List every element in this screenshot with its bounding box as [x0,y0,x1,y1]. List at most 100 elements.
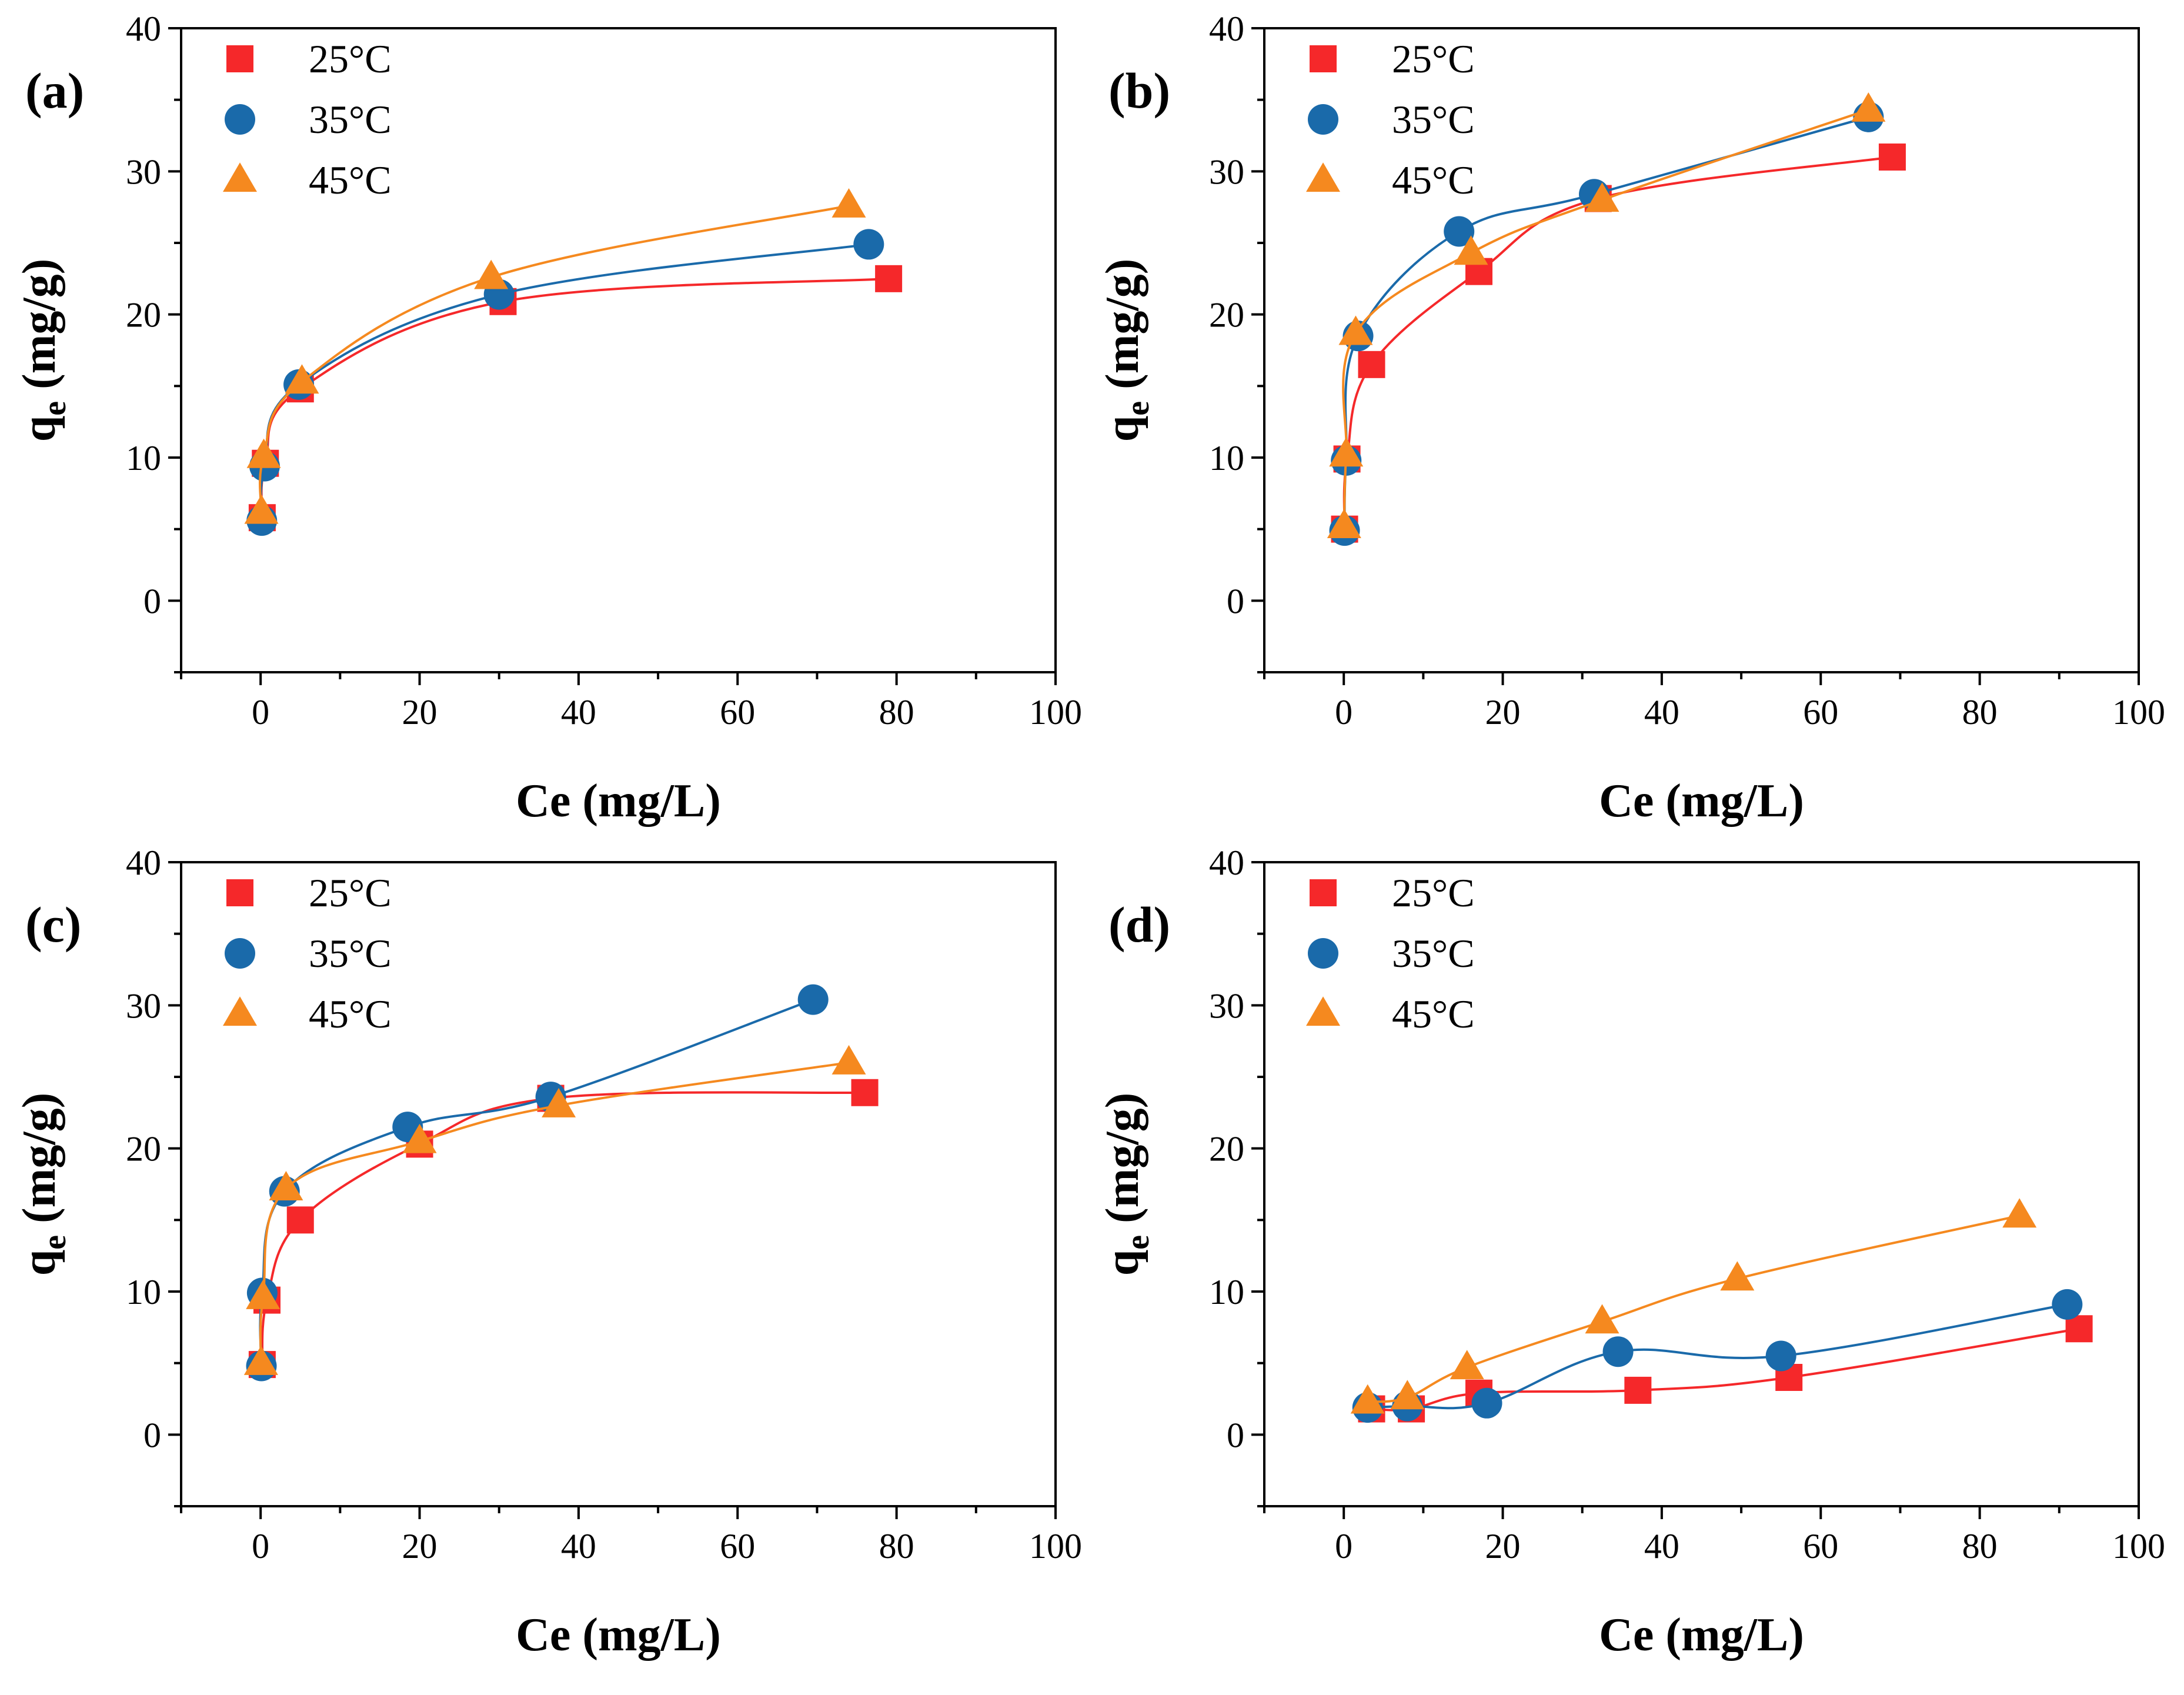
legend-marker [223,996,257,1026]
data-point [1390,1380,1425,1410]
y-tick-label: 30 [126,986,161,1025]
y-tick-label: 40 [1209,9,1244,48]
legend-label: 35°C [1392,97,1475,142]
fit-line [259,243,869,521]
x-tick-label: 60 [1803,1527,1838,1566]
x-tick-label: 80 [879,1527,914,1566]
y-tick-label: 40 [126,843,161,882]
y-axis-title-unit: (mg/g) [14,1093,65,1235]
legend-label: 25°C [1392,870,1475,915]
series-35C [1352,1289,2083,1423]
data-point [1350,1384,1385,1414]
data-point [1878,144,1906,171]
fit-line [259,998,814,1366]
series-45C [1350,1198,2037,1414]
legend-marker [1310,879,1337,906]
data-point [831,1045,866,1075]
legend-label: 45°C [309,158,392,202]
x-tick-label: 40 [561,1527,596,1566]
y-axis-title: qe (mg/g) [14,1093,73,1276]
panel-label: (a) [25,62,84,119]
legend: 25°C 35°C 45°C [223,870,392,1036]
legend: 25°C 35°C 45°C [1306,36,1475,202]
x-tick-label: 60 [720,1527,755,1566]
series-25C [1331,144,1906,543]
plot-frame [180,861,1057,1507]
x-tick-label: 60 [720,693,755,732]
x-tick-label: 80 [1962,693,1998,732]
y-tick-label: 0 [1227,1416,1244,1454]
x-axis-title: Ce (mg/L) [516,775,721,827]
data-point [246,438,281,468]
x-axis-title: Ce (mg/L) [1599,1609,1804,1661]
plot-frame [180,27,1057,673]
data-point [474,259,509,289]
legend-label: 35°C [1392,931,1475,976]
y-tick-label: 30 [126,152,161,191]
plot-frame [1263,861,2140,1507]
data-point [1358,351,1385,378]
data-point [2052,1289,2083,1320]
legend-marker [225,104,255,135]
data-point [1454,235,1488,265]
data-point [1765,1340,1796,1372]
y-axis-title-unit: (mg/g) [1097,1093,1148,1235]
data-point [1329,437,1364,467]
y-tick-label: 10 [126,1273,161,1312]
y-axis-title: qe (mg/g) [1097,259,1156,442]
legend-label: 25°C [1392,36,1475,81]
fit-line [260,277,889,518]
data-point [402,1123,437,1153]
y-axis-title-main: q [1097,416,1148,442]
y-tick-label: 0 [143,1416,161,1454]
x-tick-label: 0 [1335,1527,1353,1566]
x-tick-label: 20 [402,693,438,732]
x-tick-label: 0 [252,693,269,732]
data-point [1624,1376,1652,1404]
data-point [853,229,884,260]
y-axis-title-sub: e [36,401,73,416]
legend-marker [1308,104,1338,135]
y-tick-label: 20 [1209,1130,1244,1169]
legend-marker [1308,938,1338,969]
data-point [1720,1261,1755,1291]
series-45C [1327,92,1886,538]
legend: 25°C 35°C 45°C [223,36,392,202]
panel-label: (b) [1108,62,1170,119]
legend-label: 35°C [309,931,392,976]
y-tick-label: 0 [1227,582,1244,620]
data-point [1327,509,1361,538]
x-tick-label: 20 [1485,693,1521,732]
y-tick-label: 40 [1209,843,1244,882]
x-tick-label: 40 [1644,1527,1679,1566]
x-tick-label: 60 [1803,693,1838,732]
legend-marker [1310,45,1337,72]
data-point [285,364,319,394]
data-point [1851,92,1886,122]
x-axis-title: Ce (mg/L) [516,1609,721,1661]
legend-marker [1306,162,1340,192]
legend-marker [223,162,257,192]
series-45C [244,188,866,524]
data-point [797,984,829,1015]
panel-label: (c) [25,896,81,953]
data-point [2065,1315,2093,1343]
y-axis-title-unit: (mg/g) [14,259,65,401]
y-tick-label: 40 [126,9,161,48]
legend-marker [226,45,253,72]
legend-marker [225,938,255,969]
y-axis-title-main: q [1097,1250,1148,1276]
y-tick-label: 30 [1209,152,1244,191]
legend-marker [1306,996,1340,1026]
data-point [1444,216,1475,247]
data-point [2002,1198,2037,1228]
x-tick-label: 100 [2112,693,2165,732]
fit-line [261,1091,865,1365]
data-point [875,265,903,292]
data-point [831,188,866,218]
legend-label: 45°C [1392,158,1475,202]
y-tick-label: 10 [126,439,161,478]
